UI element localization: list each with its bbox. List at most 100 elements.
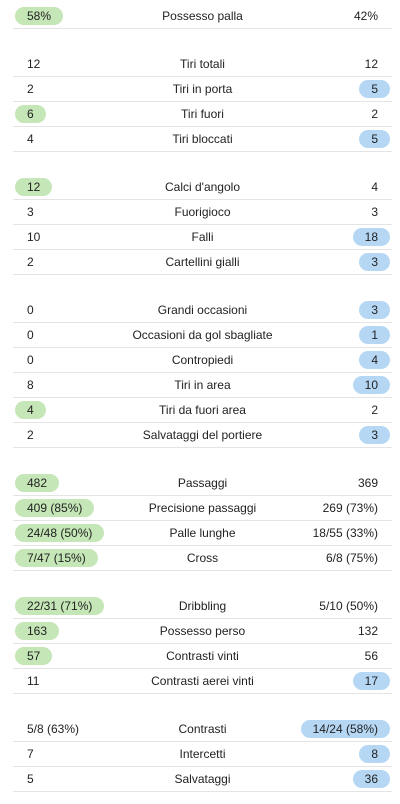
stat-row: Passaggi 482 369 xyxy=(13,471,392,496)
away-value: 5 xyxy=(359,80,390,98)
away-value: 4 xyxy=(359,351,390,369)
home-value: 2 xyxy=(27,82,34,96)
stat-label: Precisione passaggi xyxy=(148,501,257,515)
away-value: 6/8 (75%) xyxy=(325,551,378,565)
stat-label: Possesso perso xyxy=(159,624,246,638)
stat-row: Cross 7/47 (15%) 6/8 (75%) xyxy=(13,546,392,571)
stat-row: Contrasti 5/8 (63%) 14/24 (58%) xyxy=(13,717,392,742)
home-value: 409 (85%) xyxy=(15,499,95,517)
stat-group: Possesso palla 58% 42% xyxy=(0,4,400,29)
stat-label: Occasioni da gol sbagliate xyxy=(132,328,273,342)
home-value: 11 xyxy=(27,674,40,688)
away-value: 369 xyxy=(357,476,378,490)
stat-label: Contrasti aerei vinti xyxy=(151,674,254,688)
away-value: 5 xyxy=(359,130,390,148)
stat-label: Fuorigioco xyxy=(174,205,231,219)
away-value: 18/55 (33%) xyxy=(312,526,378,540)
stat-label: Palle lunghe xyxy=(169,526,236,540)
stat-row: Intercetti 7 8 xyxy=(13,742,392,767)
home-value: 7 xyxy=(27,747,34,761)
home-value: 6 xyxy=(15,105,46,123)
stat-group: Passaggi 482 369 Precisione passaggi 409 (85… xyxy=(0,471,400,571)
stat-label: Contrasti xyxy=(178,722,227,736)
away-value: 2 xyxy=(371,403,378,417)
stat-label: Tiri da fuori area xyxy=(159,403,246,417)
stat-label: Tiri totali xyxy=(180,57,225,71)
stat-row: Tiri fuori 6 2 xyxy=(13,102,392,127)
home-value: 163 xyxy=(15,622,60,640)
home-value: 4 xyxy=(15,401,46,419)
stat-label: Tiri fuori xyxy=(181,107,224,121)
stat-label: Salvataggi del portiere xyxy=(142,428,263,442)
away-value: 17 xyxy=(352,672,390,690)
stat-row: Dribbling 22/31 (71%) 5/10 (50%) xyxy=(13,594,392,619)
stat-label: Contropiedi xyxy=(171,353,234,367)
stat-group: Dribbling 22/31 (71%) 5/10 (50%) Possesso p… xyxy=(0,594,400,694)
stat-row: Contropiedi 0 4 xyxy=(13,348,392,373)
home-value: 10 xyxy=(27,230,41,244)
home-value: 7/47 (15%) xyxy=(15,549,98,567)
stat-label: Calci d'angolo xyxy=(164,180,240,194)
home-value: 482 xyxy=(15,474,60,492)
home-value: 2 xyxy=(27,428,34,442)
stat-label: Salvataggi xyxy=(174,772,231,786)
home-value: 22/31 (71%) xyxy=(15,597,105,615)
home-value: 24/48 (50%) xyxy=(15,524,105,542)
stat-group: Contrasti 5/8 (63%) 14/24 (58%) Intercetti 7… xyxy=(0,717,400,792)
stat-row: Salvataggi del portiere 2 3 xyxy=(13,423,392,448)
away-value: 3 xyxy=(371,205,378,219)
stat-label: Tiri bloccati xyxy=(172,132,233,146)
stat-label: Cross xyxy=(186,551,219,565)
home-value: 4 xyxy=(27,132,34,146)
away-value: 10 xyxy=(352,376,390,394)
stat-label: Tiri in area xyxy=(174,378,231,392)
away-value: 56 xyxy=(364,649,378,663)
home-value: 12 xyxy=(27,57,41,71)
stat-row: Fuorigioco 3 3 xyxy=(13,200,392,225)
away-value: 8 xyxy=(359,745,390,763)
away-value: 3 xyxy=(359,253,390,271)
stat-row: Possesso palla 58% 42% xyxy=(13,4,392,29)
stat-row: Contrasti aerei vinti 11 17 xyxy=(13,669,392,694)
home-value: 12 xyxy=(15,178,53,196)
away-value: 1 xyxy=(359,326,390,344)
home-value: 58% xyxy=(15,7,64,25)
away-value: 5/10 (50%) xyxy=(319,599,378,613)
away-value: 3 xyxy=(359,426,390,444)
stat-row: Grandi occasioni 0 3 xyxy=(13,298,392,323)
stat-label: Intercetti xyxy=(179,747,226,761)
stat-row: Cartellini gialli 2 3 xyxy=(13,250,392,275)
stat-row: Tiri bloccati 4 5 xyxy=(13,127,392,152)
stat-label: Falli xyxy=(191,230,214,244)
stat-row: Contrasti vinti 57 56 xyxy=(13,644,392,669)
home-value: 5 xyxy=(27,772,34,786)
away-value: 14/24 (58%) xyxy=(300,720,390,738)
away-value: 3 xyxy=(359,301,390,319)
home-value: 0 xyxy=(27,303,34,317)
stat-label: Tiri in porta xyxy=(172,82,233,96)
stat-group: Grandi occasioni 0 3 Occasioni da gol sbagl… xyxy=(0,298,400,448)
stat-row: Falli 10 18 xyxy=(13,225,392,250)
stat-row: Tiri totali 12 12 xyxy=(13,52,392,77)
away-value: 269 (73%) xyxy=(322,501,378,515)
home-value: 0 xyxy=(27,353,34,367)
stat-row: Tiri da fuori area 4 2 xyxy=(13,398,392,423)
away-value: 18 xyxy=(352,228,390,246)
home-value: 8 xyxy=(27,378,34,392)
away-value: 42% xyxy=(353,9,378,23)
stat-label: Possesso palla xyxy=(162,9,243,23)
stat-label: Grandi occasioni xyxy=(157,303,248,317)
home-value: 0 xyxy=(27,328,34,342)
stat-group: Tiri totali 12 12 Tiri in porta 2 5 Tiri fuori… xyxy=(0,52,400,152)
stat-row: Possesso perso 163 132 xyxy=(13,619,392,644)
stat-label: Passaggi xyxy=(177,476,228,490)
home-value: 3 xyxy=(27,205,34,219)
stat-label: Dribbling xyxy=(178,599,227,613)
stat-row: Salvataggi 5 36 xyxy=(13,767,392,792)
stat-group: Calci d'angolo 12 4 Fuorigioco 3 3 Falli 10 18 Ca… xyxy=(0,175,400,275)
stat-row: Calci d'angolo 12 4 xyxy=(13,175,392,200)
home-value: 5/8 (63%) xyxy=(27,722,80,736)
home-value: 57 xyxy=(15,647,53,665)
away-value: 12 xyxy=(364,57,378,71)
